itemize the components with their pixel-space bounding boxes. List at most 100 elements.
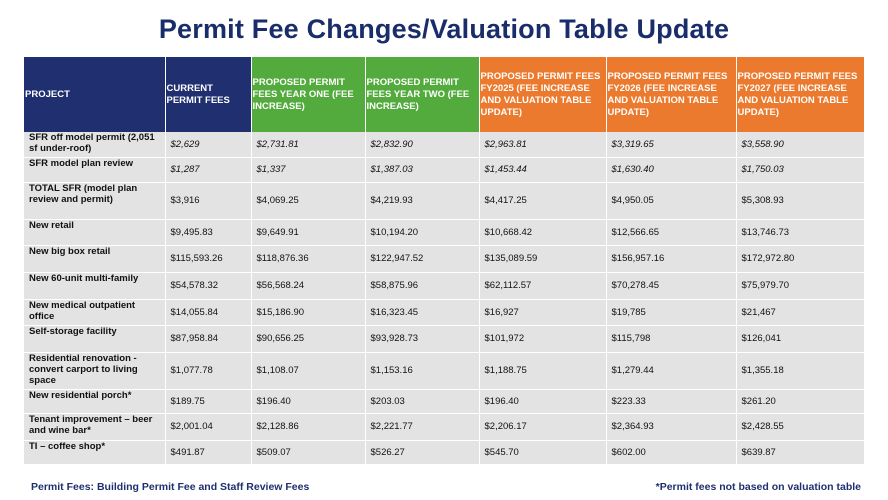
header-project: PROJECT [24, 57, 166, 132]
header-row: PROJECT CURRENT PERMIT FEES PROPOSED PER… [24, 57, 865, 132]
table-row: SFR off model permit (2,051 sf under-roo… [24, 132, 865, 158]
fee-cell: $2,832.90 [365, 132, 480, 158]
fee-cell: $115,798 [606, 325, 737, 353]
table-row: New 60-unit multi-family $54,578.32 $56,56… [24, 272, 865, 300]
fee-cell: $2,731.81 [251, 132, 366, 158]
table-row: TOTAL SFR (model plan review and permit)… [24, 182, 865, 220]
fee-cell: $135,089.59 [479, 245, 607, 273]
project-cell: Tenant improvement – beer and wine bar* [24, 413, 166, 441]
fee-cell: $196.40 [479, 389, 607, 414]
fee-cell: $639.87 [736, 440, 865, 465]
fee-cell: $75,979.70 [736, 272, 865, 300]
fee-cell: $2,963.81 [479, 132, 607, 158]
header-year-one: PROPOSED PERMIT FEES YEAR ONE (FEE INCRE… [251, 57, 366, 132]
fee-cell: $2,128.86 [251, 413, 366, 441]
fee-cell: $126,041 [736, 325, 865, 353]
fee-cell: $1,750.03 [736, 157, 865, 183]
project-cell: New 60-unit multi-family [24, 272, 166, 300]
fee-cell: $2,001.04 [165, 413, 252, 441]
fee-cell: $2,364.93 [606, 413, 737, 441]
fee-cell: $203.03 [365, 389, 480, 414]
fee-cell: $21,467 [736, 299, 865, 326]
fee-cell: $1,153.16 [365, 352, 480, 390]
header-fy2026: PROPOSED PERMIT FEES FY2026 (FEE INCREAS… [606, 57, 737, 132]
fee-cell: $1,630.40 [606, 157, 737, 183]
fee-cell: $16,323.45 [365, 299, 480, 326]
header-fy2027: PROPOSED PERMIT FEES FY2027 (FEE INCREAS… [736, 57, 865, 132]
fee-cell: $1,453.44 [479, 157, 607, 183]
fee-cell: $3,916 [165, 182, 252, 220]
table-row: Residential renovation - convert carport… [24, 352, 865, 390]
fee-cell: $15,186.90 [251, 299, 366, 326]
fee-cell: $602.00 [606, 440, 737, 465]
project-cell: Self-storage facility [24, 325, 166, 353]
table-row: TI – coffee shop* $491.87 $509.07 $526.27 $5… [24, 440, 865, 465]
project-cell: TOTAL SFR (model plan review and permit) [24, 182, 166, 220]
project-cell: SFR off model permit (2,051 sf under-roo… [24, 132, 166, 158]
fee-cell: $16,927 [479, 299, 607, 326]
project-cell: Residential renovation - convert carport… [24, 352, 166, 390]
fee-cell: $19,785 [606, 299, 737, 326]
fee-cell: $2,629 [165, 132, 252, 158]
fee-cell: $189.75 [165, 389, 252, 414]
fee-cell: $261.20 [736, 389, 865, 414]
fee-cell: $545.70 [479, 440, 607, 465]
fee-cell: $509.07 [251, 440, 366, 465]
fee-cell: $156,957.16 [606, 245, 737, 273]
fee-cell: $10,194.20 [365, 219, 480, 246]
fee-cell: $1,337 [251, 157, 366, 183]
footer-note-right: *Permit fees not based on valuation tabl… [655, 481, 861, 493]
header-fy2025: PROPOSED PERMIT FEES FY2025 (FEE INCREAS… [479, 57, 607, 132]
table-row: New retail $9,495.83 $9,649.91 $10,194.20 $1… [24, 219, 865, 246]
fee-cell: $118,876.36 [251, 245, 366, 273]
fee-cell: $10,668.42 [479, 219, 607, 246]
project-cell: TI – coffee shop* [24, 440, 166, 465]
fee-cell: $1,287 [165, 157, 252, 183]
fee-cell: $1,188.75 [479, 352, 607, 390]
fee-cell: $1,279.44 [606, 352, 737, 390]
fee-cell: $115,593.26 [165, 245, 252, 273]
fee-cell: $2,206.17 [479, 413, 607, 441]
fee-cell: $12,566.65 [606, 219, 737, 246]
fee-cell: $3,558.90 [736, 132, 865, 158]
fee-cell: $4,069.25 [251, 182, 366, 220]
table-row: SFR model plan review $1,287 $1,337 $1,387.… [24, 157, 865, 183]
fee-cell: $13,746.73 [736, 219, 865, 246]
fee-cell: $93,928.73 [365, 325, 480, 353]
fee-cell: $58,875.96 [365, 272, 480, 300]
table-row: New residential porch* $189.75 $196.40 $203… [24, 389, 865, 414]
fee-cell: $172,972.80 [736, 245, 865, 273]
fee-cell: $4,950.05 [606, 182, 737, 220]
fee-cell: $196.40 [251, 389, 366, 414]
project-cell: SFR model plan review [24, 157, 166, 183]
fee-cell: $122,947.52 [365, 245, 480, 273]
fee-cell: $54,578.32 [165, 272, 252, 300]
page-title: Permit Fee Changes/Valuation Table Updat… [158, 14, 730, 44]
fee-cell: $2,428.55 [736, 413, 865, 441]
fee-cell: $4,219.93 [365, 182, 480, 220]
fee-cell: $526.27 [365, 440, 480, 465]
table-row: Self-storage facility $87,958.84 $90,656.2… [24, 325, 865, 353]
header-year-two: PROPOSED PERMIT FEES YEAR TWO (FEE INCRE… [365, 57, 480, 132]
project-cell: New big box retail [24, 245, 166, 273]
fee-cell: $5,308.93 [736, 182, 865, 220]
fee-cell: $9,649.91 [251, 219, 366, 246]
project-cell: New retail [24, 219, 166, 246]
fee-cell: $56,568.24 [251, 272, 366, 300]
fee-cell: $90,656.25 [251, 325, 366, 353]
fee-cell: $1,077.78 [165, 352, 252, 390]
fee-cell: $62,112.57 [479, 272, 607, 300]
project-cell: New medical outpatient office [24, 299, 166, 326]
fee-cell: $1,355.18 [736, 352, 865, 390]
table-row: Tenant improvement – beer and wine bar* $… [24, 413, 865, 441]
footer-note-left: Permit Fees: Building Permit Fee and Sta… [31, 481, 310, 493]
fee-cell: $223.33 [606, 389, 737, 414]
fee-cell: $14,055.84 [165, 299, 252, 326]
fee-cell: $4,417.25 [479, 182, 607, 220]
fee-cell: $2,221.77 [365, 413, 480, 441]
table-row: New big box retail $115,593.26 $118,876.36… [24, 245, 865, 273]
fee-cell: $3,319.65 [606, 132, 737, 158]
fee-cell: $101,972 [479, 325, 607, 353]
table-row: New medical outpatient office $14,055.84 $… [24, 299, 865, 326]
fee-cell: $491.87 [165, 440, 252, 465]
